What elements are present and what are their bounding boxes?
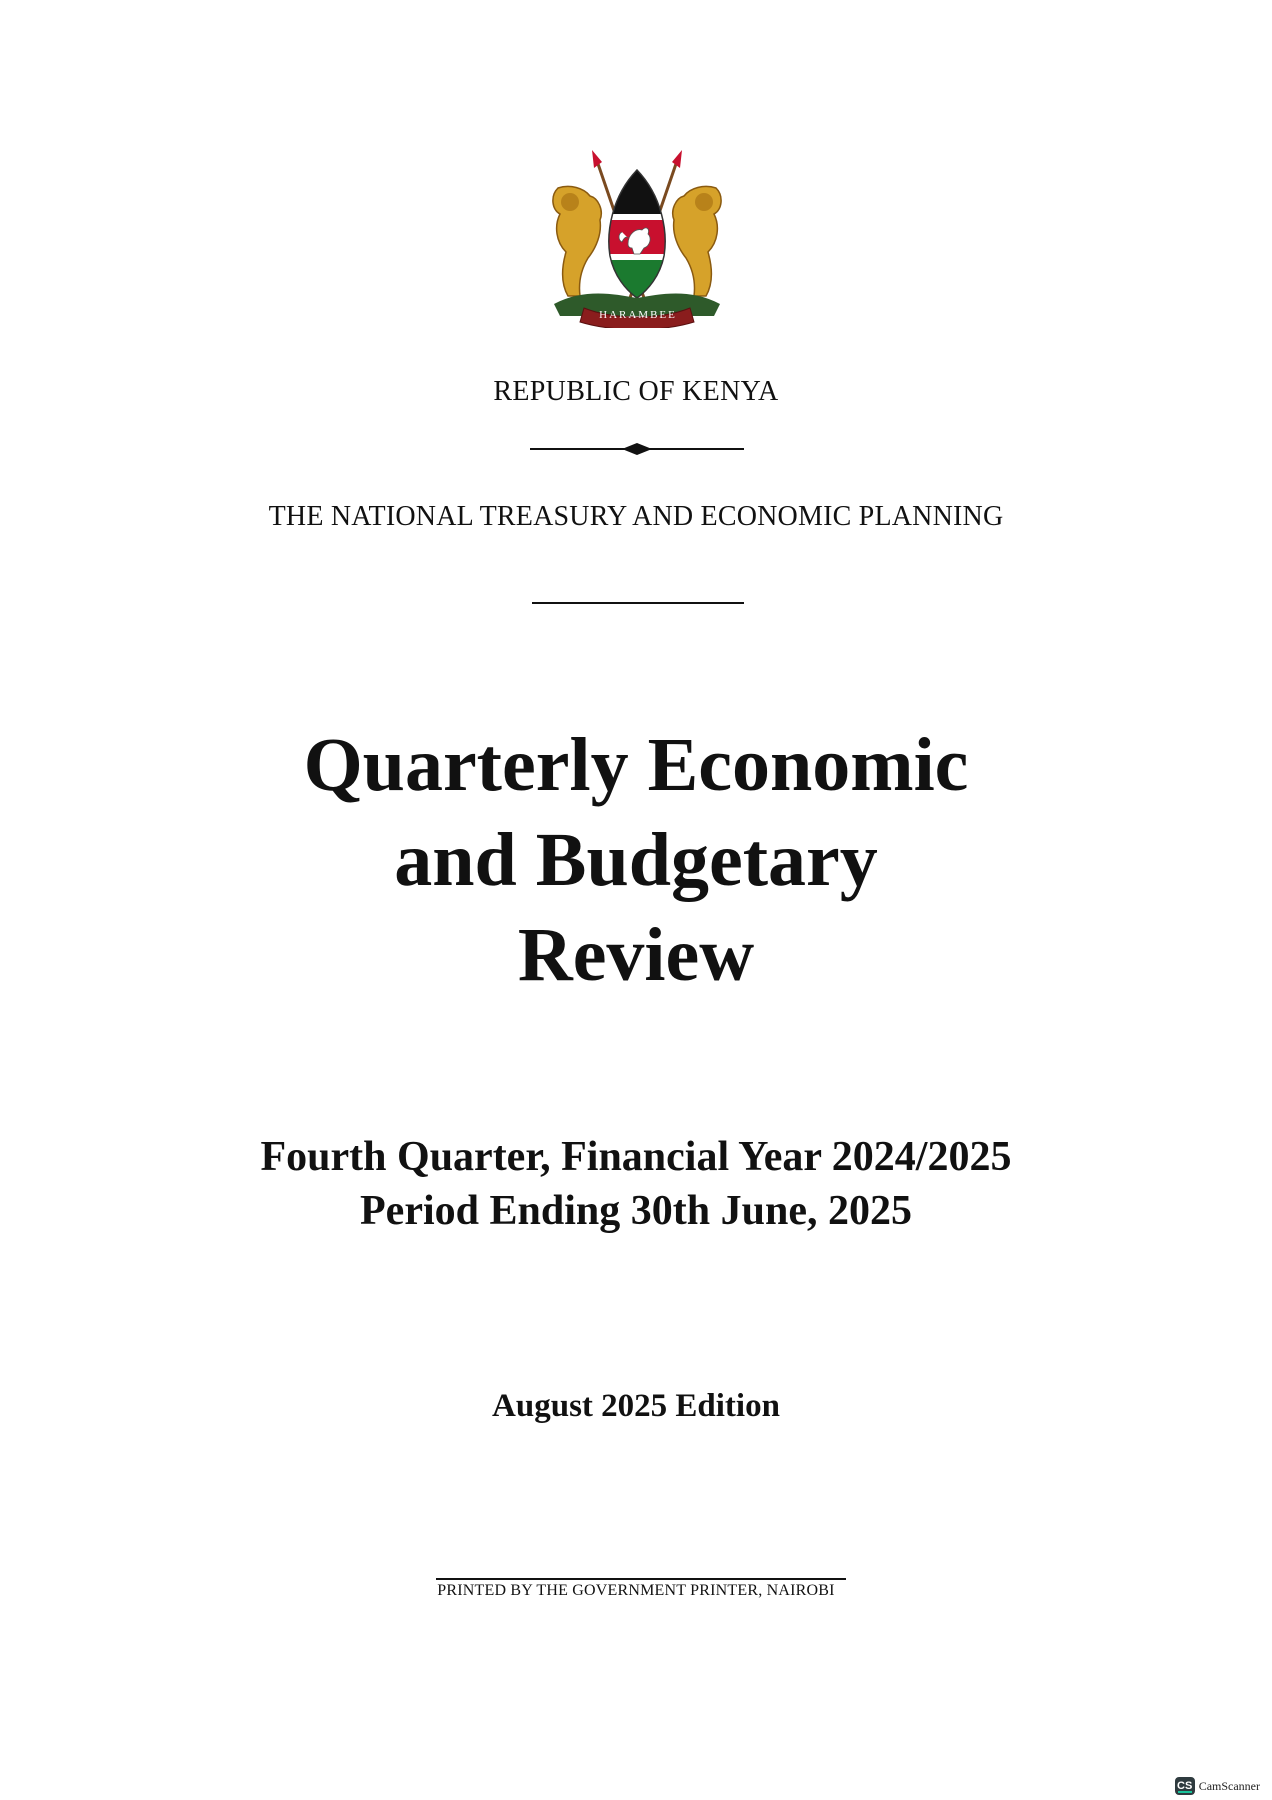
title-line-1: Quarterly Economic bbox=[303, 723, 969, 807]
emblem-motto: HARAMBEE bbox=[599, 309, 677, 321]
period-line-2: Period Ending 30th June, 2025 bbox=[360, 1188, 912, 1234]
title-line-3: Review bbox=[517, 913, 755, 997]
ministry-heading: THE NATIONAL TREASURY AND ECONOMIC PLANN… bbox=[268, 501, 1004, 532]
reporting-period: Fourth Quarter, Financial Year 2024/2025… bbox=[0, 1130, 1272, 1238]
edition-label: August 2025 Edition bbox=[492, 1388, 780, 1424]
document-title: Quarterly Economic and Budgetary Review bbox=[0, 718, 1272, 1003]
printer-credit: PRINTED BY THE GOVERNMENT PRINTER, NAIRO… bbox=[437, 1582, 835, 1599]
period-line-1: Fourth Quarter, Financial Year 2024/2025 bbox=[260, 1134, 1012, 1180]
camscanner-watermark: CS CamScanner bbox=[1174, 1776, 1260, 1796]
camscanner-label: CamScanner bbox=[1198, 1778, 1260, 1793]
camscanner-logo-icon: CS bbox=[1174, 1777, 1195, 1795]
printer-divider-line bbox=[436, 1578, 846, 1580]
coat-of-arms-emblem bbox=[552, 150, 722, 328]
country-heading: REPUBLIC OF KENYA bbox=[493, 376, 779, 407]
divider-line bbox=[532, 602, 744, 604]
title-line-2: and Budgetary bbox=[394, 818, 878, 902]
ornamental-divider bbox=[530, 443, 744, 455]
